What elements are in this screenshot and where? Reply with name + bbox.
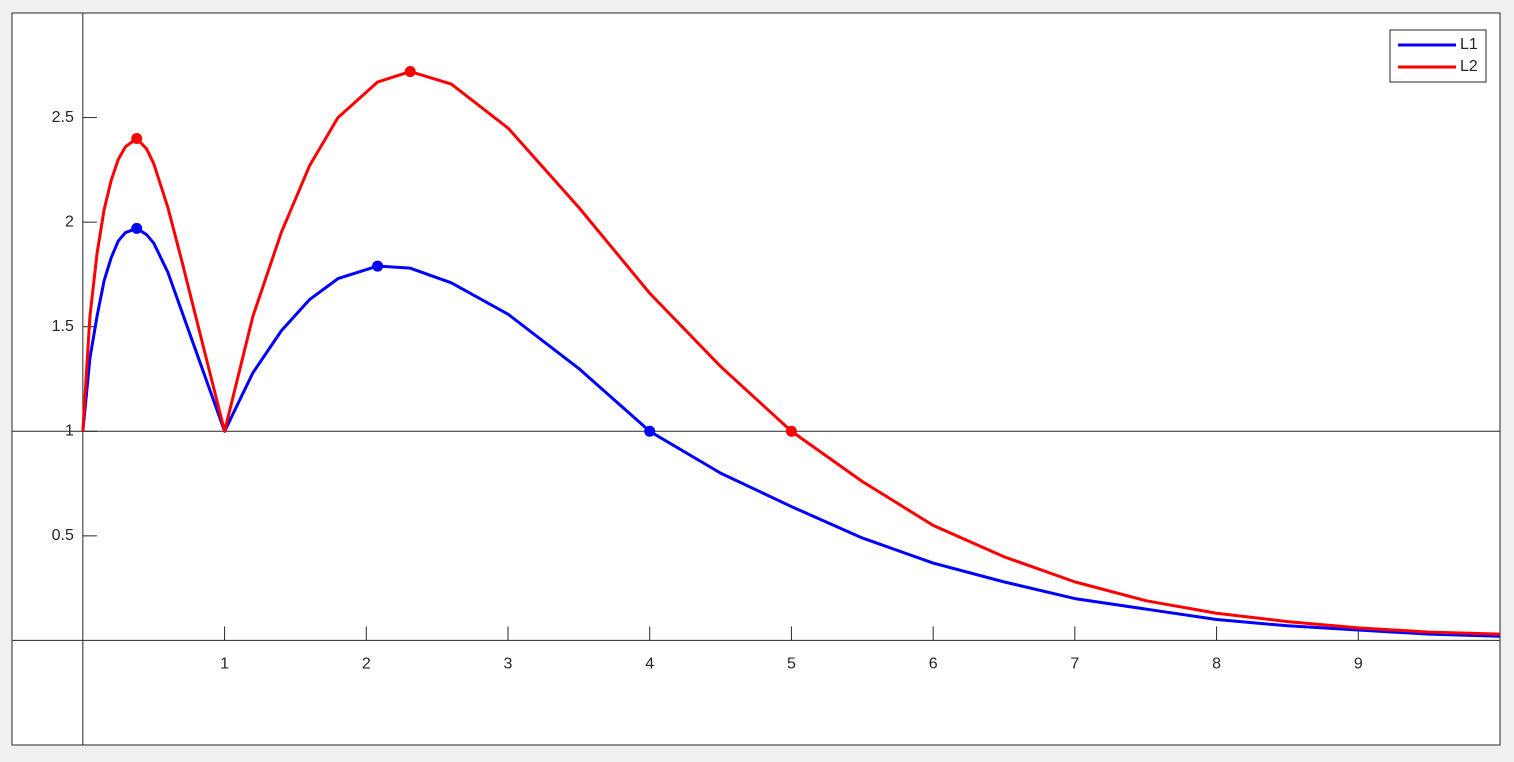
x-tick-label: 7 [1070, 656, 1079, 673]
x-tick-label: 8 [1212, 656, 1221, 673]
point-marker [785, 425, 797, 437]
y-tick-label: 1 [65, 423, 74, 440]
point-marker [404, 66, 416, 78]
legend-label: L1 [1460, 36, 1478, 53]
point-marker [372, 260, 384, 272]
point-marker [131, 222, 143, 234]
y-tick-label: 0.5 [52, 527, 74, 544]
y-tick-label: 2.5 [52, 109, 74, 126]
point-marker [131, 132, 143, 144]
y-tick-label: 1.5 [52, 318, 74, 335]
x-tick-label: 6 [929, 656, 938, 673]
x-tick-label: 4 [645, 656, 654, 673]
series-line [81, 70, 1501, 636]
x-tick-label: 5 [787, 656, 796, 673]
y-tick-label: 2 [65, 213, 74, 230]
x-tick-label: 1 [220, 656, 229, 673]
x-tick-label: 3 [504, 656, 513, 673]
series-line [81, 226, 1501, 638]
x-tick-label: 2 [362, 656, 371, 673]
x-tick-label: 9 [1354, 656, 1363, 673]
legend-label: L2 [1460, 58, 1478, 75]
legend-box [1389, 29, 1487, 83]
point-marker [644, 425, 656, 437]
axes-box [11, 12, 1501, 746]
